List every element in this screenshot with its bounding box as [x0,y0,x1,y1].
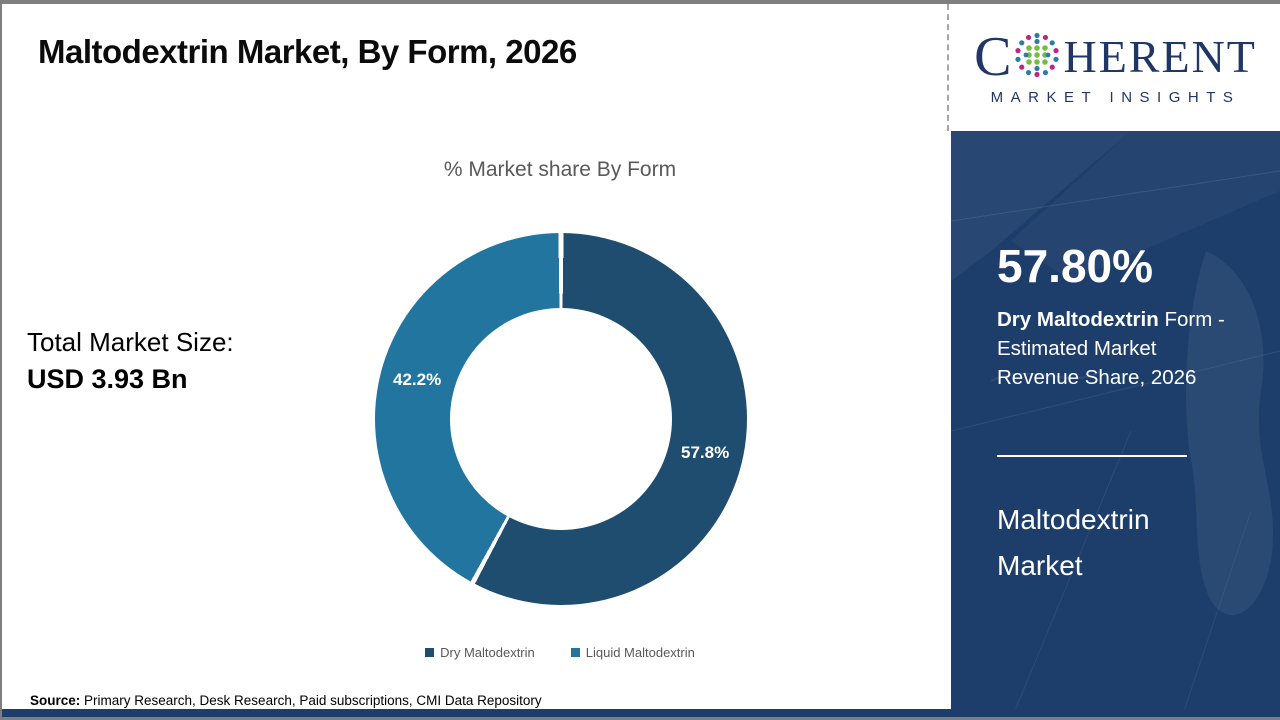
stat-desc-line1-rest: Form - [1158,308,1225,331]
sidebar-stat-value: 57.80% [997,240,1154,292]
legend-item-dry-maltodextrin: Dry Maltodextrin [425,645,535,660]
legend-marker-icon [425,648,435,657]
sidebar-market-name: Maltodextrin Market [997,497,1150,589]
market-name-line1: Maltodextrin [997,504,1150,535]
total-market-size-label: Total Market Size: [27,327,234,357]
sidebar-panel: 57.80% Dry Maltodextrin Form - Estimated… [951,131,1280,720]
brand-logo: C HERENT MARKET INSIGHTS [951,4,1280,131]
source-line: Source: Primary Research, Desk Research,… [30,693,542,708]
source-text: Primary Research, Desk Research, Paid su… [80,693,542,708]
stat-desc-bold: Dry Maltodextrin [997,308,1159,331]
slice-label-dry: 57.8% [681,443,730,462]
donut-hole [450,308,672,530]
legend-label: Dry Maltodextrin [440,645,535,660]
legend-marker-icon [570,648,580,657]
donut-chart [375,233,747,605]
market-name-line2: Market [997,550,1083,581]
logo-word-rest: HERENT [1063,31,1257,82]
total-market-size-block: Total Market Size: USD 3.93 Bn [27,324,234,398]
stat-desc-line2: Estimated Market [997,337,1157,360]
logo-letter-c: C [974,26,1012,88]
stat-desc-line3: Revenue Share, 2026 [997,366,1197,389]
slice-label-liquid: 42.2% [393,370,442,389]
chart-legend: Dry Maltodextrin Liquid Maltodextrin [280,645,840,660]
sidebar-stat-description: Dry Maltodextrin Form - Estimated Market… [997,305,1257,392]
total-market-size-value: USD 3.93 Bn [27,364,188,394]
page-title: Maltodextrin Market, By Form, 2026 [38,33,577,70]
bottom-navy-bar [0,709,1280,717]
sidebar-divider [997,455,1187,457]
world-map-texture [951,131,1280,720]
left-border [0,0,2,720]
globe-dots-icon [1013,31,1061,83]
source-label: Source: [30,693,81,708]
bottom-border [0,717,1280,720]
dashed-divider [947,4,949,131]
top-border [0,0,1280,4]
legend-item-liquid-maltodextrin: Liquid Maltodextrin [570,645,695,660]
chart-title: % Market share By Form [443,158,677,181]
logo-tagline: MARKET INSIGHTS [990,89,1241,106]
legend-label: Liquid Maltodextrin [585,645,695,660]
